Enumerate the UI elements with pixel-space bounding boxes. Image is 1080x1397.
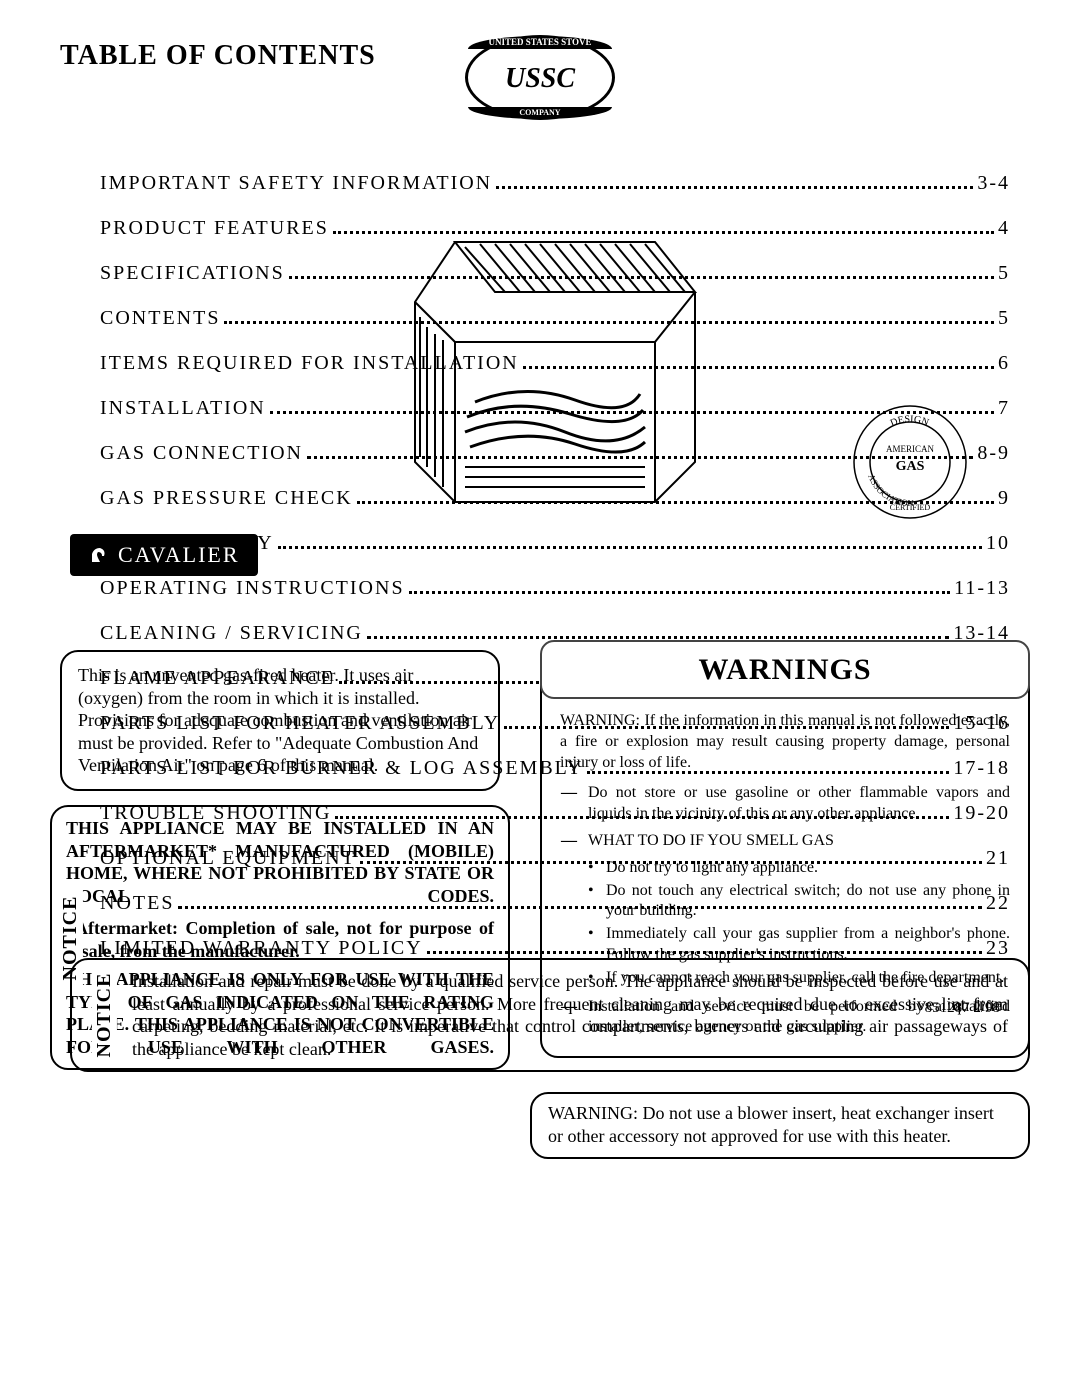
cavalier-label: CAVALIER <box>118 542 240 568</box>
service-notice: NOTICE Installation and repair must be d… <box>70 958 1030 1072</box>
toc-page: 3-4 <box>977 172 1010 195</box>
toc-page: 13-14 <box>953 622 1010 645</box>
logo-mid-text: USSC <box>505 68 575 90</box>
blower-warning: WARNING: Do not use a blower insert, hea… <box>530 1092 1030 1159</box>
toc-row: CLEANING / SERVICING 13-14 <box>100 622 1010 645</box>
toc-label: SPECIFICATIONS <box>100 262 285 285</box>
toc-page: 4 <box>998 217 1010 240</box>
cavalier-badge: CAVALIER <box>70 534 258 576</box>
toc-page: 5 <box>998 307 1010 330</box>
notice-label: NOTICE <box>58 887 83 988</box>
toc-page: 22 <box>986 892 1010 915</box>
service-notice-text: Installation and repair must be done by … <box>132 971 1008 1059</box>
warnings-bullet: •If you cannot reach your gas supplier, … <box>588 968 1010 989</box>
toc-leader <box>360 861 982 864</box>
toc-page: 5 <box>998 262 1010 285</box>
toc-row: PARTS LIST FOR HEATER ASSEMBLY 15-16 <box>100 712 1010 735</box>
toc-row: NOTES 22 <box>100 892 1010 915</box>
toc-label: TROUBLE SHOOTING <box>100 802 331 825</box>
toc-leader <box>339 681 982 684</box>
footer-doc-number: 851287 2/98 <box>925 1000 1000 1017</box>
toc-leader <box>178 906 982 909</box>
toc-leader <box>270 411 994 414</box>
toc-label: GAS CONNECTION <box>100 442 303 465</box>
mobile-home-p3: THIS APPLIANCE IS ONLY FOR USE WITH THE … <box>66 968 494 1058</box>
toc-leader <box>496 186 973 189</box>
toc-row: GAS PRESSURE CHECK 9 <box>100 487 1010 510</box>
toc-leader <box>307 456 973 459</box>
toc-leader <box>333 231 994 234</box>
toc-row: SPECIFICATIONS 5 <box>100 262 1010 285</box>
toc-row: ITEMS REQUIRED FOR INSTALLATION 6 <box>100 352 1010 375</box>
toc-row: FLAME APPEARANCE 14 <box>100 667 1010 690</box>
toc-label: PARTS LIST FOR BURNER & LOG ASSEMBLY <box>100 757 583 780</box>
toc-label: GAS PRESSURE CHECK <box>100 487 353 510</box>
toc-page: 9 <box>998 487 1010 510</box>
notice-label-2: NOTICE <box>92 965 117 1066</box>
toc-page: 15-16 <box>953 712 1010 735</box>
toc-label: IMPORTANT SAFETY INFORMATION <box>100 172 492 195</box>
toc-row: PRODUCT FEATURES 4 <box>100 217 1010 240</box>
toc-page: 19-20 <box>953 802 1010 825</box>
toc-page: 8-9 <box>977 442 1010 465</box>
blower-warning-text: WARNING: Do not use a blower insert, hea… <box>548 1103 994 1146</box>
toc-leader <box>367 636 949 639</box>
toc-label: INSTALLATION <box>100 397 266 420</box>
toc-label: PRODUCT FEATURES <box>100 217 329 240</box>
toc-leader <box>587 771 949 774</box>
toc-label: NOTES <box>100 892 174 915</box>
toc-row: GAS CONNECTION 8-9 <box>100 442 1010 465</box>
table-of-contents: DESIGN ASSOCIATION AMERICAN GAS CERTIFIE… <box>100 172 1010 960</box>
toc-leader <box>427 951 982 954</box>
logo-top-text: UNITED STATES STOVE <box>468 36 612 49</box>
toc-page: 11-13 <box>954 577 1010 600</box>
knight-icon <box>88 544 110 566</box>
toc-leader <box>335 816 949 819</box>
toc-leader <box>357 501 994 504</box>
toc-row: PARTS LIST FOR BURNER & LOG ASSEMBLY 17-1… <box>100 757 1010 780</box>
toc-leader <box>224 321 994 324</box>
toc-page: 21 <box>986 847 1010 870</box>
toc-label: OPERATING INSTRUCTIONS <box>100 577 405 600</box>
toc-row: CONTENTS 5 <box>100 307 1010 330</box>
toc-label: PARTS LIST FOR HEATER ASSEMBLY <box>100 712 500 735</box>
toc-row: OPTIONAL EQUIPMENT 21 <box>100 847 1010 870</box>
toc-row: OPERATING INSTRUCTIONS 11-13 <box>100 577 1010 600</box>
toc-page: 17-18 <box>953 757 1010 780</box>
toc-row: TROUBLE SHOOTING 19-20 <box>100 802 1010 825</box>
toc-label: FLAME APPEARANCE <box>100 667 335 690</box>
toc-label: OPTIONAL EQUIPMENT <box>100 847 356 870</box>
ussc-logo: UNITED STATES STOVE USSC COMPANY <box>465 35 615 120</box>
toc-leader <box>523 366 994 369</box>
toc-page: 6 <box>998 352 1010 375</box>
toc-page: 7 <box>998 397 1010 420</box>
toc-row: INSTALLATION 7 <box>100 397 1010 420</box>
logo-bot-text: COMPANY <box>468 107 612 119</box>
toc-label: CONTENTS <box>100 307 220 330</box>
toc-label: LIMITED WARRANTY POLICY <box>100 937 423 960</box>
toc-label: ITEMS REQUIRED FOR INSTALLATION <box>100 352 519 375</box>
toc-leader <box>289 276 994 279</box>
toc-row: LIMITED WARRANTY POLICY 23 <box>100 937 1010 960</box>
toc-page: 14 <box>986 667 1010 690</box>
toc-label: CLEANING / SERVICING <box>100 622 363 645</box>
toc-page: 10 <box>986 532 1010 555</box>
toc-row: IMPORTANT SAFETY INFORMATION 3-4 <box>100 172 1010 195</box>
toc-leader <box>278 546 982 549</box>
toc-leader <box>409 591 951 594</box>
toc-leader <box>504 726 949 729</box>
toc-page: 23 <box>986 937 1010 960</box>
